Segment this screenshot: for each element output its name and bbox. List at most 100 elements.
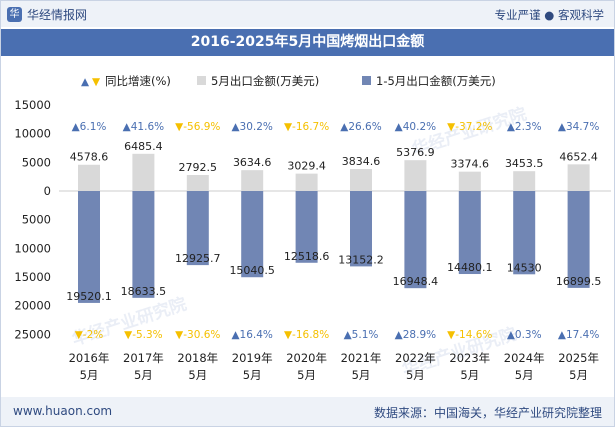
bar-monthly-value: 3374.6	[451, 158, 490, 171]
bar-monthly-value: 6485.4	[124, 140, 163, 153]
bar-monthly	[513, 171, 536, 191]
bar-monthly	[458, 171, 481, 191]
chart-title: 2016-2025年5月中国烤烟出口金额	[190, 34, 425, 50]
bar-monthly	[350, 169, 372, 191]
data-source: 数据来源：中国海关，华经产业研究院整理	[373, 406, 602, 420]
bar-cumulative	[404, 191, 427, 289]
bar-cumulative-value: 18633.5	[121, 285, 167, 298]
bar-monthly-value: 4578.6	[70, 151, 109, 164]
x-tick-label-month: 5月	[188, 368, 207, 382]
bar-cumulative	[458, 191, 481, 275]
x-tick-label-year: 2025年	[558, 351, 599, 365]
y-tick-label: 0	[44, 184, 51, 198]
bar-cumulative-value: 14530	[507, 261, 542, 274]
x-tick-label-month: 5月	[569, 368, 588, 382]
bar-monthly	[78, 164, 100, 191]
bar-cumulative	[186, 191, 209, 266]
bar-cumulative	[513, 191, 536, 275]
x-tick-label-year: 2017年	[123, 351, 164, 365]
growth-monthly-label: ▼-56.9%	[175, 121, 220, 133]
bar-monthly	[186, 174, 209, 191]
legend-cumulative-swatch	[362, 76, 371, 85]
x-tick-label-month: 5月	[80, 368, 99, 382]
x-tick-label-year: 2016年	[69, 351, 110, 365]
growth-monthly-label: ▼-37.2%	[447, 121, 492, 133]
bar-cumulative	[567, 191, 590, 288]
x-tick-label-year: 2022年	[395, 351, 436, 365]
x-tick-label-year: 2018年	[177, 351, 218, 365]
bar-monthly	[241, 170, 264, 191]
y-tick-label: 5000	[22, 155, 51, 169]
y-tick-label: 20000	[14, 299, 51, 313]
bar-cumulative	[78, 191, 100, 303]
x-tick-label-month: 5月	[352, 368, 371, 382]
legend-growth-label: 同比增速(%)	[105, 74, 171, 88]
x-tick-label-month: 5月	[515, 368, 534, 382]
x-tick-label-year: 2019年	[232, 351, 273, 365]
bar-cumulative-value: 16899.5	[556, 275, 602, 288]
growth-cumulative-label: ▼-30.6%	[175, 329, 220, 341]
bar-cumulative	[241, 191, 264, 278]
y-tick-label: 25000	[14, 327, 51, 341]
bar-monthly-value: 5376.9	[396, 146, 435, 159]
site-url[interactable]: www.huaon.com	[13, 404, 113, 418]
bar-monthly-value: 3029.4	[287, 160, 326, 173]
x-tick-label-year: 2023年	[449, 351, 490, 365]
title-bar: 2016-2025年5月中国烤烟出口金额	[1, 29, 614, 56]
bar-cumulative-value: 12925.7	[175, 252, 221, 265]
growth-cumulative-label: ▼-2%	[75, 329, 104, 341]
y-tick-label: 15000	[14, 98, 51, 112]
bar-cumulative	[350, 191, 372, 267]
footer: www.huaon.com 数据来源：中国海关，华经产业研究院整理	[1, 397, 614, 426]
x-tick-label-month: 5月	[297, 368, 316, 382]
growth-monthly-label: ▲40.2%	[395, 121, 436, 133]
bar-cumulative	[132, 191, 155, 298]
growth-monthly-label: ▲26.6%	[340, 121, 381, 133]
legend-monthly-swatch	[197, 76, 206, 85]
y-tick-label: 5000	[22, 213, 51, 227]
bar-monthly-value: 4652.4	[559, 150, 598, 163]
y-tick-label: 10000	[14, 241, 51, 255]
bar-monthly	[295, 173, 318, 191]
bar-monthly	[132, 153, 155, 191]
y-tick-label: 15000	[14, 270, 51, 284]
growth-monthly-label: ▲41.6%	[123, 121, 164, 133]
bar-monthly	[567, 164, 590, 191]
x-tick-label-year: 2020年	[286, 351, 327, 365]
brand-tagline: 专业严谨 ● 客观科学	[494, 8, 604, 22]
bar-cumulative-value: 12518.6	[284, 250, 330, 263]
brand-header: 华 华经情报网 专业严谨 ● 客观科学	[1, 1, 614, 27]
x-tick-label-month: 5月	[460, 368, 479, 382]
x-tick-label-year: 2021年	[341, 351, 382, 365]
legend-up-triangle-icon: ▲	[81, 76, 90, 88]
growth-monthly-label: ▼-16.7%	[284, 121, 329, 133]
bar-monthly	[404, 160, 427, 191]
growth-monthly-label: ▲6.1%	[72, 121, 107, 133]
bar-monthly-value: 3834.6	[342, 155, 381, 168]
brand-name: 华经情报网	[27, 8, 88, 22]
legend-monthly-label: 5月出口金额(万美元)	[211, 74, 319, 88]
bar-monthly-value: 2792.5	[179, 161, 218, 174]
bar-cumulative-value: 19520.1	[66, 290, 112, 303]
legend-cumulative-label: 1-5月出口金额(万美元)	[376, 74, 496, 88]
bar-monthly-value: 3453.5	[505, 157, 544, 170]
logo-icon: 华	[7, 7, 22, 22]
brand-logo[interactable]: 华 华经情报网	[7, 6, 87, 23]
growth-cumulative-label: ▲17.4%	[558, 329, 599, 341]
bar-monthly-value: 3634.6	[233, 156, 272, 169]
x-tick-label-year: 2024年	[504, 351, 545, 365]
growth-monthly-label: ▲34.7%	[558, 121, 599, 133]
x-tick-label-month: 5月	[243, 368, 262, 382]
x-tick-label-month: 5月	[406, 368, 425, 382]
growth-cumulative-label: ▼-14.6%	[447, 329, 492, 341]
legend-down-triangle-icon: ▼	[92, 76, 101, 88]
y-tick-label: 10000	[14, 127, 51, 141]
bar-cumulative-value: 15040.5	[229, 264, 275, 277]
bar-cumulative-value: 14480.1	[447, 261, 493, 274]
growth-cumulative-label: ▲0.3%	[507, 329, 542, 341]
bar-cumulative	[295, 191, 318, 263]
growth-cumulative-label: ▲28.9%	[395, 329, 436, 341]
growth-monthly-label: ▲2.3%	[507, 121, 542, 133]
